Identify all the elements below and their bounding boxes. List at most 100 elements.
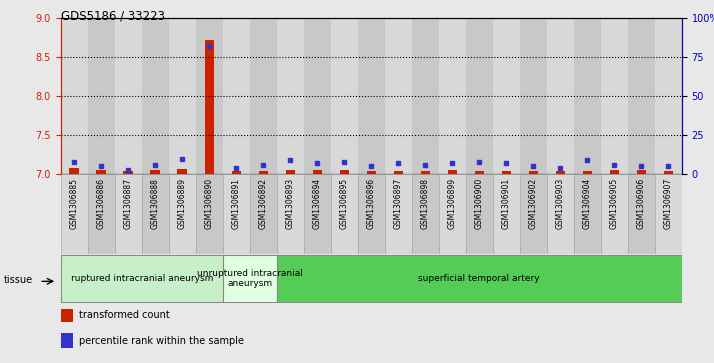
- Text: GSM1306900: GSM1306900: [475, 178, 484, 229]
- Bar: [204, 40, 214, 174]
- Text: GSM1306889: GSM1306889: [178, 178, 187, 229]
- Text: unruptured intracranial
aneurysm: unruptured intracranial aneurysm: [197, 269, 303, 288]
- Bar: [502, 171, 511, 174]
- Bar: [475, 171, 484, 174]
- Bar: [466, 18, 493, 174]
- Bar: [96, 170, 106, 174]
- Bar: [313, 170, 322, 174]
- Bar: [169, 174, 196, 254]
- Bar: [61, 174, 88, 254]
- Bar: [286, 170, 295, 174]
- Bar: [547, 174, 574, 254]
- Text: GSM1306893: GSM1306893: [286, 178, 295, 229]
- Bar: [628, 174, 655, 254]
- Bar: [277, 174, 303, 254]
- Text: percentile rank within the sample: percentile rank within the sample: [79, 335, 243, 346]
- Bar: [250, 18, 277, 174]
- Bar: [196, 18, 223, 174]
- Bar: [493, 174, 520, 254]
- Text: GSM1306903: GSM1306903: [555, 178, 565, 229]
- Bar: [141, 18, 169, 174]
- Bar: [520, 18, 547, 174]
- Bar: [196, 174, 223, 254]
- Bar: [637, 170, 646, 174]
- Bar: [601, 174, 628, 254]
- Bar: [601, 18, 628, 174]
- Text: GSM1306885: GSM1306885: [70, 178, 79, 229]
- Bar: [169, 18, 196, 174]
- Bar: [151, 170, 160, 174]
- Bar: [331, 18, 358, 174]
- Bar: [583, 171, 592, 174]
- Bar: [547, 18, 574, 174]
- Bar: [439, 18, 466, 174]
- Bar: [61, 308, 74, 322]
- Text: GSM1306904: GSM1306904: [583, 178, 592, 229]
- Bar: [223, 18, 250, 174]
- Bar: [61, 255, 223, 302]
- Bar: [61, 334, 74, 348]
- Text: transformed count: transformed count: [79, 310, 169, 320]
- Bar: [277, 255, 682, 302]
- Bar: [528, 171, 538, 174]
- Bar: [303, 18, 331, 174]
- Text: GSM1306905: GSM1306905: [610, 178, 619, 229]
- Bar: [412, 174, 439, 254]
- Text: GSM1306901: GSM1306901: [502, 178, 511, 229]
- Bar: [366, 171, 376, 174]
- Bar: [250, 174, 277, 254]
- Bar: [393, 171, 403, 174]
- Bar: [655, 18, 682, 174]
- Text: GSM1306895: GSM1306895: [340, 178, 348, 229]
- Bar: [223, 174, 250, 254]
- Bar: [439, 174, 466, 254]
- Bar: [385, 18, 412, 174]
- Bar: [628, 18, 655, 174]
- Text: GSM1306897: GSM1306897: [394, 178, 403, 229]
- Bar: [610, 170, 619, 174]
- Bar: [88, 174, 115, 254]
- Bar: [141, 174, 169, 254]
- Bar: [124, 171, 133, 174]
- Bar: [115, 18, 141, 174]
- Bar: [88, 18, 115, 174]
- Text: tissue: tissue: [4, 274, 33, 285]
- Text: GDS5186 / 33223: GDS5186 / 33223: [61, 9, 165, 22]
- Text: GSM1306887: GSM1306887: [124, 178, 133, 229]
- Bar: [655, 174, 682, 254]
- Text: GSM1306886: GSM1306886: [96, 178, 106, 229]
- Bar: [331, 174, 358, 254]
- Bar: [340, 170, 349, 174]
- Bar: [520, 174, 547, 254]
- Text: GSM1306888: GSM1306888: [151, 178, 160, 229]
- Text: GSM1306892: GSM1306892: [258, 178, 268, 229]
- Bar: [493, 18, 520, 174]
- Text: GSM1306890: GSM1306890: [205, 178, 213, 229]
- Text: superficial temporal artery: superficial temporal artery: [418, 274, 540, 283]
- Text: GSM1306899: GSM1306899: [448, 178, 457, 229]
- Text: GSM1306902: GSM1306902: [529, 178, 538, 229]
- Bar: [574, 174, 601, 254]
- Bar: [258, 171, 268, 174]
- Text: GSM1306896: GSM1306896: [367, 178, 376, 229]
- Bar: [574, 18, 601, 174]
- Bar: [555, 171, 565, 174]
- Bar: [412, 18, 439, 174]
- Text: GSM1306894: GSM1306894: [313, 178, 322, 229]
- Bar: [277, 18, 303, 174]
- Bar: [466, 174, 493, 254]
- Bar: [303, 174, 331, 254]
- Bar: [663, 171, 673, 174]
- Text: GSM1306906: GSM1306906: [637, 178, 646, 229]
- Bar: [358, 18, 385, 174]
- Bar: [358, 174, 385, 254]
- Bar: [223, 255, 277, 302]
- Bar: [178, 169, 187, 174]
- Text: GSM1306891: GSM1306891: [232, 178, 241, 229]
- Bar: [69, 168, 79, 174]
- Bar: [231, 171, 241, 174]
- Bar: [421, 171, 430, 174]
- Text: GSM1306907: GSM1306907: [664, 178, 673, 229]
- Bar: [448, 170, 457, 174]
- Text: ruptured intracranial aneurysm: ruptured intracranial aneurysm: [71, 274, 213, 283]
